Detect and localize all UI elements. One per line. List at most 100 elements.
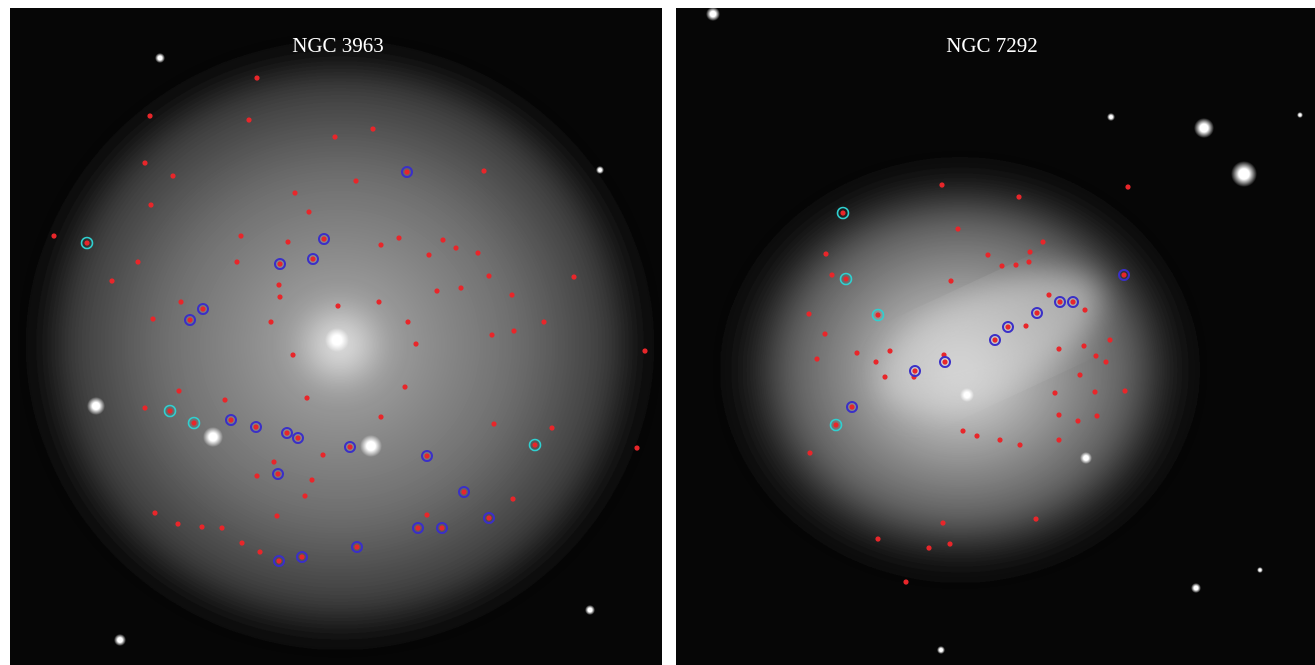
region-dot: [271, 459, 277, 465]
region-dot: [84, 240, 90, 246]
star: [1107, 113, 1115, 121]
region-dot: [353, 178, 359, 184]
star: [937, 646, 945, 654]
region-dot: [376, 299, 382, 305]
region-dot: [276, 282, 282, 288]
region-dot: [191, 420, 197, 426]
region-dot: [634, 445, 640, 451]
region-ring: [528, 438, 542, 452]
region-dot: [434, 288, 440, 294]
region-dot: [1094, 413, 1100, 419]
region-dot: [332, 134, 338, 140]
region-dot: [310, 256, 316, 262]
region-dot: [854, 350, 860, 356]
region-ring: [909, 365, 921, 377]
region-dot: [948, 278, 954, 284]
region-dot: [509, 292, 515, 298]
region-ring: [421, 450, 433, 462]
region-dot: [849, 404, 855, 410]
star: [706, 8, 720, 21]
region-dot: [532, 442, 538, 448]
region-dot: [829, 272, 835, 278]
region-dot: [814, 356, 820, 362]
region-dot: [1056, 346, 1062, 352]
region-dot: [292, 190, 298, 196]
region-dot: [1122, 388, 1128, 394]
region-dot: [219, 525, 225, 531]
region-dot: [276, 558, 282, 564]
star: [87, 397, 105, 415]
star: [325, 328, 349, 352]
region-dot: [1005, 324, 1011, 330]
region-dot: [268, 319, 274, 325]
region-dot: [309, 477, 315, 483]
region-dot: [571, 274, 577, 280]
region-ring: [225, 414, 237, 426]
region-ring: [412, 522, 424, 534]
region-dot: [887, 348, 893, 354]
region-ring: [989, 334, 1001, 346]
region-dot: [510, 496, 516, 502]
region-dot: [997, 437, 1003, 443]
region-dot: [378, 414, 384, 420]
region-dot: [152, 510, 158, 516]
region-ring: [163, 404, 177, 418]
region-dot: [239, 540, 245, 546]
region-ring: [846, 401, 858, 413]
region-dot: [926, 545, 932, 551]
region-dot: [370, 126, 376, 132]
region-ring: [187, 416, 201, 430]
region-dot: [167, 408, 173, 414]
region-dot: [277, 261, 283, 267]
region-dot: [985, 252, 991, 258]
region-dot: [1026, 259, 1032, 265]
panel-right: [676, 8, 1315, 665]
region-dot: [142, 405, 148, 411]
region-ring: [401, 166, 413, 178]
star: [1080, 452, 1092, 464]
region-dot: [1056, 412, 1062, 418]
region-dot: [1092, 389, 1098, 395]
star: [1297, 112, 1303, 118]
region-dot: [175, 521, 181, 527]
region-dot: [440, 237, 446, 243]
region-dot: [1034, 310, 1040, 316]
region-dot: [176, 388, 182, 394]
region-dot: [277, 294, 283, 300]
region-dot: [254, 75, 260, 81]
region-dot: [150, 316, 156, 322]
region-ring: [1118, 269, 1130, 281]
region-ring: [939, 356, 951, 368]
panel-left: [10, 8, 662, 665]
region-dot: [275, 471, 281, 477]
region-ring: [1054, 296, 1066, 308]
star: [203, 427, 223, 447]
region-dot: [1023, 323, 1029, 329]
region-dot: [1040, 239, 1046, 245]
region-dot: [1033, 516, 1039, 522]
region-ring: [1067, 296, 1079, 308]
region-dot: [222, 397, 228, 403]
panel-title: NGC 7292: [946, 33, 1038, 57]
region-dot: [148, 202, 154, 208]
region-dot: [461, 489, 467, 495]
region-dot: [1016, 194, 1022, 200]
region-dot: [1082, 307, 1088, 313]
region-dot: [875, 312, 881, 318]
region-dot: [541, 319, 547, 325]
region-ring: [281, 427, 293, 439]
region-dot: [840, 210, 846, 216]
region-dot: [458, 285, 464, 291]
region-dot: [486, 515, 492, 521]
region-dot: [481, 168, 487, 174]
region-dot: [109, 278, 115, 284]
region-ring: [318, 233, 330, 245]
region-dot: [947, 541, 953, 547]
region-dot: [875, 536, 881, 542]
region-dot: [912, 368, 918, 374]
star: [114, 634, 126, 646]
region-dot: [257, 549, 263, 555]
region-ring: [184, 314, 196, 326]
region-dot: [873, 359, 879, 365]
region-dot: [302, 493, 308, 499]
